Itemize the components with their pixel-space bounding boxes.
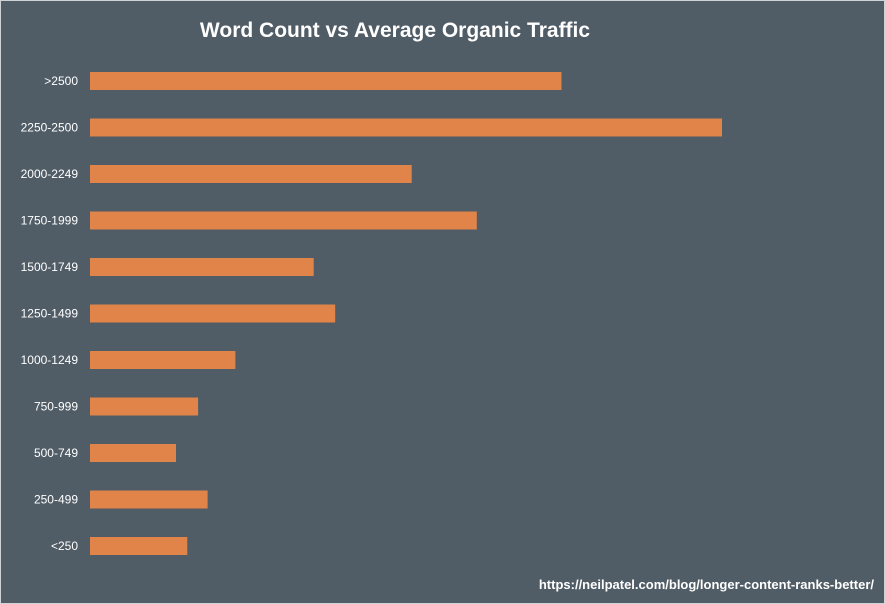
category-label-5: 1250-1499	[21, 307, 79, 321]
bar-9	[90, 490, 208, 509]
bar-7	[90, 397, 199, 416]
bar-3	[90, 211, 477, 230]
bar-6	[90, 351, 236, 369]
bar-8	[90, 444, 176, 462]
category-label-9: 250-499	[34, 493, 78, 507]
category-label-4: 1500-1749	[21, 260, 79, 274]
category-label-7: 750-999	[34, 400, 78, 414]
bars-group	[90, 72, 722, 555]
category-label-3: 1750-1999	[21, 214, 79, 228]
bar-0	[90, 72, 562, 90]
category-label-2: 2000-2249	[21, 167, 79, 181]
category-label-8: 500-749	[34, 446, 78, 460]
chart-title: Word Count vs Average Organic Traffic	[200, 19, 590, 42]
category-label-1: 2250-2500	[21, 121, 79, 135]
bar-10	[90, 537, 188, 555]
source-link[interactable]: https://neilpatel.com/blog/longer-conten…	[539, 577, 875, 592]
category-label-0: >2500	[44, 74, 78, 88]
bar-2	[90, 165, 412, 183]
category-label-10: <250	[51, 539, 78, 553]
category-label-6: 1000-1249	[21, 353, 79, 367]
bar-5	[90, 304, 336, 323]
bar-4	[90, 258, 314, 276]
tick-labels-group: >2500 2250-2500 2000-2249 1750-1999 1500-174…	[21, 74, 79, 553]
bar-1	[90, 118, 722, 137]
